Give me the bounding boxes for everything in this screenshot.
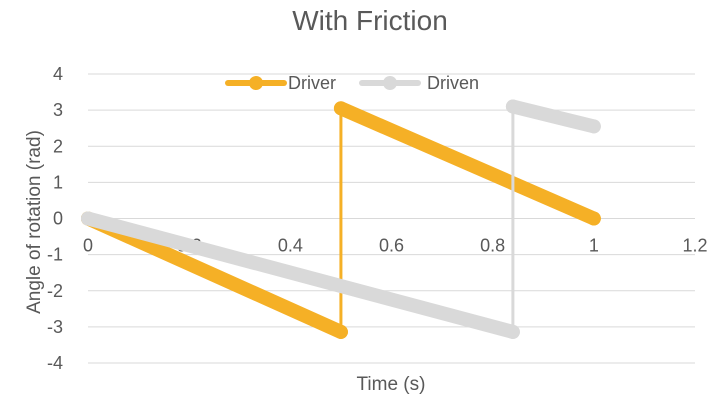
legend-marker-driver [249, 76, 263, 90]
legend-label-driven: Driven [427, 73, 479, 93]
series-driver-segment [333, 101, 601, 226]
y-tick-label: -4 [47, 353, 63, 373]
y-tick-label: -2 [47, 281, 63, 301]
series-driven-segment [81, 211, 520, 339]
series-driven-point [586, 119, 601, 134]
y-tick-label: 1 [53, 172, 63, 192]
series-driven-point [505, 99, 520, 114]
series-driven-point [505, 324, 520, 339]
legend-marker-driven [383, 76, 397, 90]
series-driven-point [81, 211, 95, 226]
series-driver-point [333, 101, 348, 116]
series-driver-point [586, 211, 601, 226]
series-driver-segment [81, 211, 348, 339]
legend: Driver Driven [225, 73, 479, 93]
legend-label-driver: Driver [288, 73, 336, 93]
y-tick-label: 4 [53, 64, 63, 84]
x-tick-label: 1 [589, 236, 599, 256]
series-layer [81, 99, 601, 339]
y-axis-ticks: -4 -3 -2 -1 0 1 2 3 4 [47, 64, 63, 373]
chart-title: With Friction [292, 5, 448, 36]
y-tick-label: 2 [53, 136, 63, 156]
x-tick-label: 0.4 [278, 236, 303, 256]
series-driver-point [333, 324, 348, 339]
y-axis-label: Angle of rotation (rad) [24, 130, 45, 314]
y-tick-label: -3 [47, 317, 63, 337]
y-tick-label: -1 [47, 245, 63, 265]
series-driven [81, 99, 601, 339]
x-tick-label: 0 [83, 236, 93, 256]
x-tick-label: 1.2 [682, 236, 707, 256]
series-driver [81, 101, 601, 339]
y-tick-label: 3 [53, 100, 63, 120]
gridlines [88, 73, 695, 364]
series-driven-segment [505, 99, 601, 134]
x-axis-label: Time (s) [357, 374, 426, 395]
y-tick-label: 0 [53, 209, 63, 229]
x-tick-label: 0.6 [379, 236, 404, 256]
x-tick-label: 0.8 [480, 236, 505, 256]
